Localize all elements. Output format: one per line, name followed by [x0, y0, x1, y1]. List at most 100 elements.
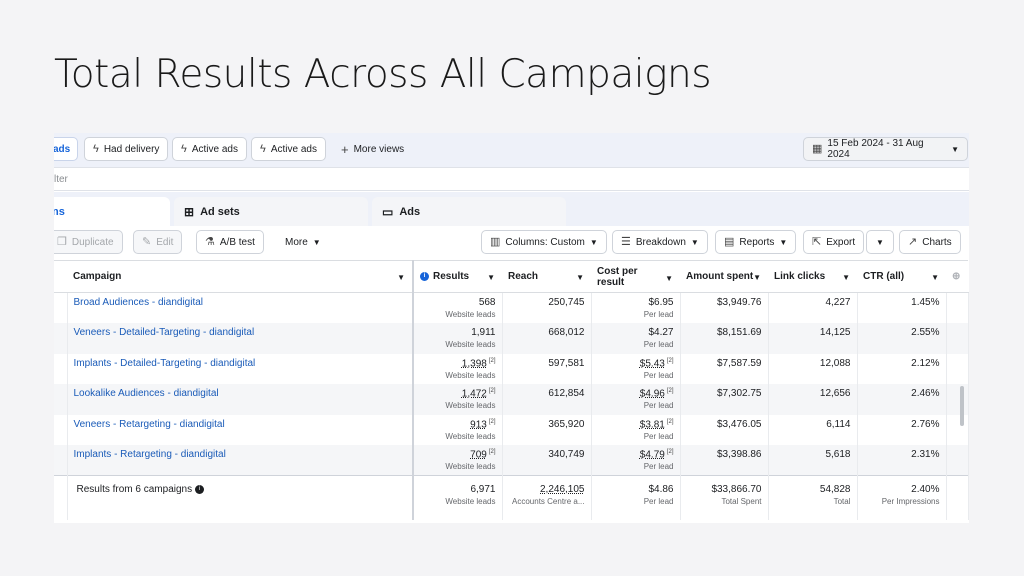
campaign-link[interactable]: Implants - Retargeting - diandigital	[73, 449, 226, 460]
level-tabs: ns ⊞ Ad sets ▭ Ads	[54, 192, 969, 226]
table-row[interactable]: Veneers - Retargeting - diandigital 913 […	[54, 414, 969, 445]
tab-ads[interactable]: ▭ Ads	[372, 197, 566, 226]
filter-placeholder: lter	[54, 174, 68, 185]
breakdown-button[interactable]: ☰ Breakdown ▼	[612, 230, 708, 254]
campaign-table: Campaign ▼ i Results ▼ Reach ▼ Cost per r…	[54, 260, 969, 520]
filter-input[interactable]: lter	[54, 167, 969, 191]
spent-value: $8,151.69	[717, 327, 762, 338]
spent-value: $3,398.86	[717, 449, 762, 460]
charts-button[interactable]: ↗ Charts	[899, 230, 961, 254]
cost-value: $4.27	[648, 327, 674, 338]
campaign-link[interactable]: Veneers - Retargeting - diandigital	[73, 418, 225, 430]
tab-campaigns[interactable]: ns	[54, 197, 170, 226]
duplicate-icon: ❐	[57, 235, 67, 248]
export-button[interactable]: ⇱ Export	[803, 230, 865, 254]
total-reach-sub: Accounts Centre a...	[512, 497, 585, 506]
ab-test-label: A/B test	[219, 236, 255, 248]
amount-spent-column-header[interactable]: Amount spent ▼	[680, 260, 768, 293]
view-label: Active ads	[270, 143, 317, 155]
reports-label: Reports	[739, 236, 775, 248]
results-sub: Website leads	[445, 370, 496, 380]
flask-icon: ⚗	[205, 235, 215, 248]
reach-column-header[interactable]: Reach ▼	[502, 260, 591, 293]
duplicate-button[interactable]: ❐ Duplicate	[54, 230, 123, 254]
results-sub: Website leads	[445, 462, 496, 472]
total-ctr-sub: Per Impressions	[881, 497, 940, 506]
more-views-button[interactable]: + More views	[332, 137, 413, 161]
campaign-link[interactable]: Broad Audiences - diandigital	[73, 297, 204, 308]
cost-footnote: [2]	[666, 449, 674, 455]
table-scrollbar[interactable]	[960, 386, 964, 426]
sort-icon: ▼	[397, 273, 405, 282]
campaign-column-header[interactable]: Campaign ▼	[67, 260, 414, 293]
select-column-header	[54, 260, 67, 293]
reports-button[interactable]: ▤ Reports ▼	[715, 230, 797, 254]
column-label: Link clicks	[774, 271, 826, 282]
total-results: 6,971	[470, 484, 496, 495]
cost-sub: Per lead	[643, 431, 674, 441]
results-sub: Website leads	[445, 340, 496, 349]
results-footnote: [2]	[488, 449, 496, 455]
results-column-header[interactable]: i Results ▼	[413, 260, 502, 293]
ads-manager-screenshot: ads ϟ Had delivery ϟ Active ads ϟ Active…	[54, 133, 969, 523]
ctr-value: 2.46%	[911, 388, 940, 399]
clicks-value: 14,125	[819, 327, 851, 338]
results-footnote: [2]	[488, 388, 496, 394]
more-views-label: More views	[353, 143, 405, 155]
view-had-delivery[interactable]: ϟ Had delivery	[84, 137, 169, 161]
export-menu-button[interactable]: ▼	[866, 230, 894, 254]
chevron-down-icon: ▼	[312, 237, 321, 247]
ab-test-button[interactable]: ⚗ A/B test	[196, 230, 264, 254]
campaign-link[interactable]: Implants - Detailed-Targeting - diandigi…	[73, 357, 256, 369]
spent-value: $7,302.75	[717, 388, 762, 399]
pencil-icon: ✎	[142, 235, 152, 248]
cost-sub: Per lead	[643, 340, 674, 349]
charts-label: Charts	[922, 236, 952, 248]
campaign-link[interactable]: Veneers - Detailed-Targeting - diandigit…	[73, 327, 255, 338]
info-icon[interactable]: i	[194, 484, 204, 494]
views-tab-ads[interactable]: ads	[54, 137, 78, 161]
ctr-column-header[interactable]: CTR (all) ▼	[857, 260, 946, 293]
columns-icon: ▥	[490, 235, 501, 248]
more-label: More	[285, 236, 308, 248]
edit-button[interactable]: ✎ Edit	[133, 230, 183, 254]
total-reach: 2,246,105	[540, 484, 585, 495]
table-row[interactable]: Lookalike Audiences - diandigital 1,472[…	[54, 384, 969, 415]
table-row[interactable]: Broad Audiences - diandigital 568 Website…	[54, 292, 969, 323]
table-row[interactable]: Implants - Detailed-Targeting - diandigi…	[54, 353, 969, 384]
cost-footnote: [2]	[666, 418, 674, 425]
sort-icon: ▼	[487, 273, 495, 282]
link-clicks-column-header[interactable]: Link clicks ▼	[768, 260, 857, 293]
view-active-ads[interactable]: ϟ Active ads	[172, 137, 247, 161]
campaign-link[interactable]: Lookalike Audiences - diandigital	[73, 388, 219, 399]
results-value: 913	[470, 418, 487, 430]
export-icon: ⇱	[812, 235, 822, 248]
ctr-value: 2.31%	[911, 449, 940, 460]
ctr-value: 2.12%	[911, 357, 940, 369]
breakdown-icon: ☰	[621, 235, 631, 248]
more-button[interactable]: More ▼	[276, 230, 330, 254]
cost-value: $4.96	[639, 388, 665, 400]
view-active-ads-2[interactable]: ϟ Active ads	[251, 137, 326, 161]
ad-icon: ▭	[382, 204, 394, 219]
table-row[interactable]: Veneers - Detailed-Targeting - diandigit…	[54, 323, 969, 354]
sort-icon: ▼	[753, 273, 761, 282]
tab-label: Ad sets	[200, 205, 240, 218]
total-spent: $33,866.70	[711, 484, 762, 495]
date-range-picker[interactable]: ▦ 15 Feb 2024 - 31 Aug 2024 ▼	[803, 137, 968, 161]
results-sub: Website leads	[445, 431, 496, 441]
results-value: 1,911	[471, 327, 496, 338]
chevron-down-icon: ▼	[876, 237, 884, 247]
column-label: Results	[433, 271, 470, 282]
table-row[interactable]: Implants - Retargeting - diandigital 709…	[54, 445, 969, 476]
chevron-down-icon: ▼	[779, 237, 788, 247]
tab-ad-sets[interactable]: ⊞ Ad sets	[174, 197, 368, 226]
total-ctr: 2.40%	[911, 484, 940, 495]
add-column-header[interactable]: ⊕	[946, 260, 968, 293]
cost-per-result-column-header[interactable]: Cost per result ▼	[591, 260, 680, 293]
table-toolbar: ❐ Duplicate ✎ Edit ⚗ A/B test More ▼ ▥ C…	[54, 226, 969, 259]
columns-button[interactable]: ▥ Columns: Custom ▼	[481, 230, 607, 254]
clicks-value: 4,227	[825, 297, 851, 308]
cost-footnote: [2]	[666, 388, 674, 394]
cost-sub: Per lead	[643, 462, 674, 472]
